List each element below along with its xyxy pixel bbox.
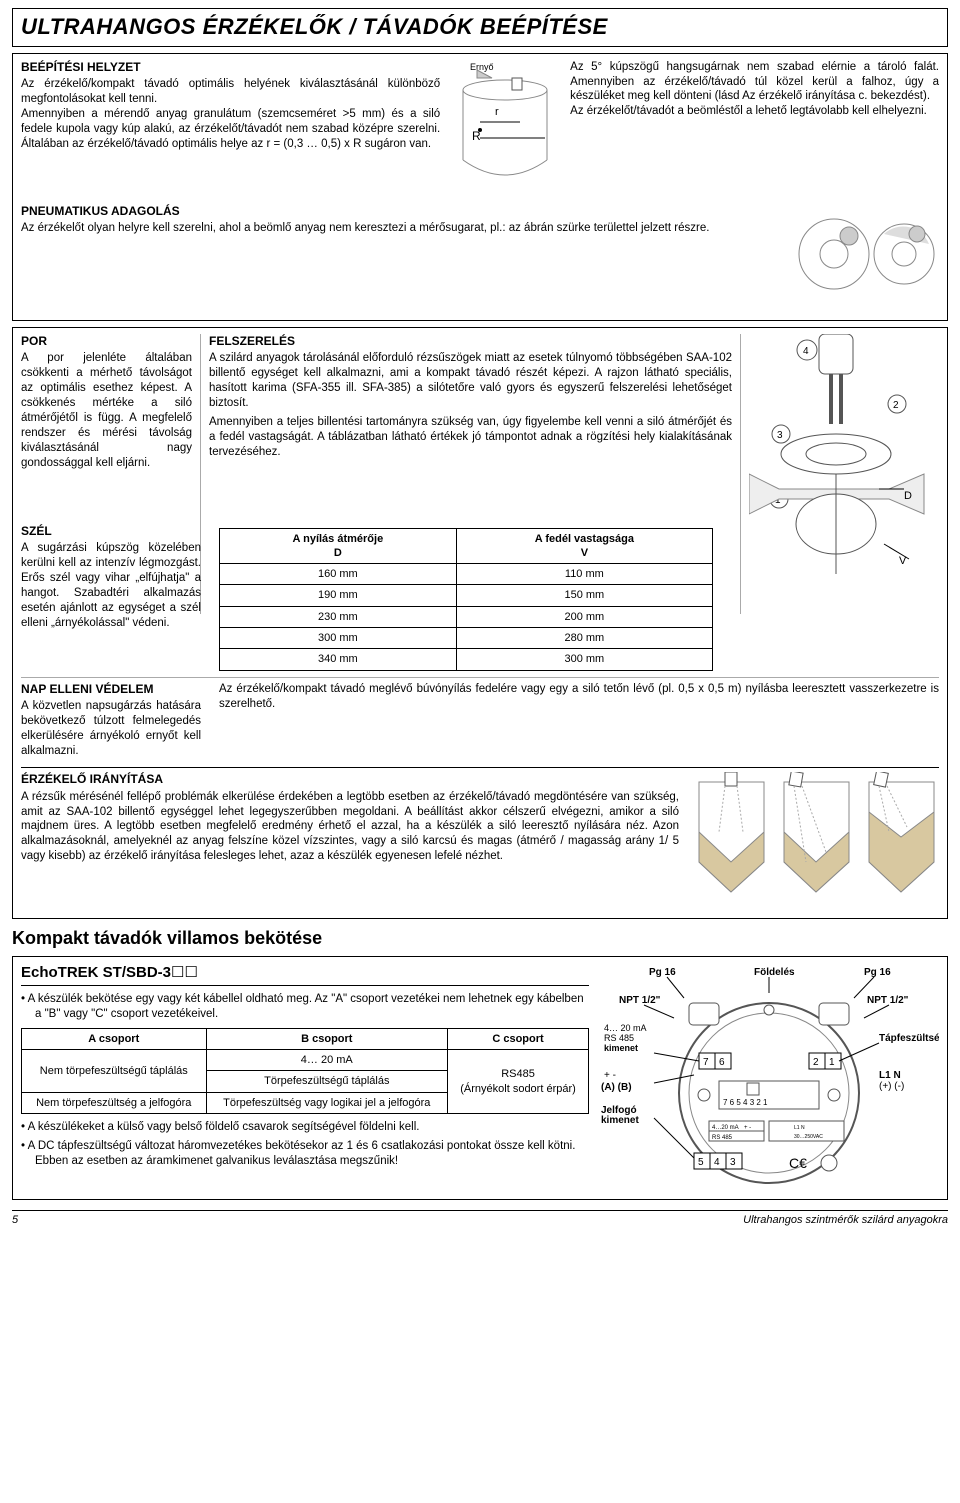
footer: 5 Ultrahangos szintmérők szilárd anyagok… (12, 1210, 948, 1227)
nap-col2: Az érzékelő/kompakt távadó meglévő búvón… (219, 682, 939, 712)
svg-text:5: 5 (698, 1157, 704, 1168)
svg-text:kimenet: kimenet (604, 1043, 638, 1053)
th-v: A fedél vastagságaV (456, 528, 712, 564)
svg-text:6: 6 (719, 1057, 725, 1068)
main-title: ULTRAHANGOS ÉRZÉKELŐK / TÁVADÓK BEÉPÍTÉS… (21, 14, 608, 39)
irany-title: ÉRZÉKELŐ IRÁNYÍTÁSA (21, 772, 679, 788)
szel-title: SZÉL (21, 524, 201, 540)
silo-diagram: Ernyő r R (450, 60, 560, 200)
svg-text:(+) (-): (+) (-) (879, 1081, 904, 1092)
th-a: A csoport (22, 1028, 207, 1049)
svg-text:+ -: + - (604, 1070, 616, 1081)
table-row: 230 mm200 mm (220, 606, 713, 627)
felsz-title: FELSZERELÉS (209, 334, 732, 350)
svg-text:7: 7 (703, 1057, 709, 1068)
group-table: A csoport B csoport C csoport Nem törpef… (21, 1028, 589, 1114)
diag-r-label: r (495, 106, 499, 118)
svg-text:Tápfeszültség: Tápfeszültség (879, 1033, 939, 1044)
footer-page: 5 (12, 1213, 18, 1227)
por-title: POR (21, 334, 192, 350)
kompakt-title: Kompakt távadók villamos bekötése (12, 927, 948, 950)
table-row: Nem törpefeszültségű táplálás 4… 20 mA R… (22, 1050, 589, 1071)
table-row: 340 mm300 mm (220, 649, 713, 670)
felsz-body2: Amennyiben a teljes billentési tartomány… (209, 415, 732, 460)
svg-text:30…250VAC: 30…250VAC (794, 1134, 823, 1140)
diag-ernyo: Ernyő (470, 62, 494, 72)
svg-text:3: 3 (777, 430, 783, 441)
svg-text:NPT 1/2": NPT 1/2" (867, 995, 909, 1006)
beepitesi-box: BEÉPÍTÉSI HELYZET Az érzékelő/kompakt tá… (12, 53, 948, 321)
svg-text:NPT 1/2": NPT 1/2" (619, 995, 661, 1006)
sec1-title: BEÉPÍTÉSI HELYZET (21, 60, 440, 76)
svg-text:2: 2 (893, 400, 899, 411)
echo-title: EchoTREK ST/SBD-3☐☐ (21, 963, 589, 986)
irany-body: A rézsűk mérésénél fellépő problémák elk… (21, 790, 679, 865)
por-felsz-box: POR A por jelenléte általában csökkenti … (12, 327, 948, 919)
main-title-box: ULTRAHANGOS ÉRZÉKELŐK / TÁVADÓK BEÉPÍTÉS… (12, 8, 948, 47)
svg-text:+ -: + - (744, 1125, 751, 1131)
sec1-col2: Az 5° kúpszögű hangsugárnak nem szabad e… (570, 60, 939, 120)
pneum-title: PNEUMATIKUS ADAGOLÁS (21, 204, 779, 220)
nap-col1: A közvetlen napsugárzás hatására bekövet… (21, 699, 201, 759)
svg-text:RS 485: RS 485 (712, 1135, 733, 1141)
por-body: A por jelenléte általában csökkenti a mé… (21, 351, 192, 471)
pneum-body: Az érzékelőt olyan helyre kell szerelni,… (21, 221, 779, 236)
svg-text:4…20 mA: 4…20 mA (712, 1125, 739, 1131)
svg-text:L1 N: L1 N (879, 1070, 901, 1081)
svg-text:L1 N: L1 N (794, 1125, 805, 1131)
echo-b3: A DC tápfeszültségű változat háromvezeté… (21, 1139, 589, 1169)
szel-body: A sugárzási kúpszög közelében kerülni ke… (21, 541, 201, 631)
svg-text:4: 4 (803, 346, 809, 357)
nap-title: NAP ELLENI VÉDELEM (21, 682, 201, 698)
svg-text:4: 4 (714, 1157, 720, 1168)
svg-text:kimenet: kimenet (601, 1115, 639, 1126)
svg-text:Pg 16: Pg 16 (864, 967, 891, 978)
svg-text:C€: C€ (789, 1155, 807, 1171)
orientation-diagram (689, 772, 939, 912)
svg-text:4… 20 mA: 4… 20 mA (604, 1023, 647, 1033)
th-b: B csoport (206, 1028, 448, 1049)
svg-text:3: 3 (730, 1157, 736, 1168)
wiring-diagram: Pg 16 Földelés Pg 16 NPT 1/2" NPT 1/2" 4… (599, 963, 939, 1193)
felsz-body1: A szilárd anyagok tárolásánál előforduló… (209, 351, 732, 411)
echo-b1: A készülék bekötése egy vagy két kábelle… (21, 992, 589, 1022)
echo-b2: A készülékeket a külső vagy belső földel… (21, 1120, 589, 1135)
th-c: C csoport (448, 1028, 589, 1049)
svg-text:2: 2 (813, 1057, 819, 1068)
table-row: 160 mm110 mm (220, 564, 713, 585)
svg-text:(A) (B): (A) (B) (601, 1082, 632, 1093)
svg-text:Földelés: Földelés (754, 967, 795, 978)
pneum-diagram (789, 204, 939, 314)
table-row: 300 mm280 mm (220, 628, 713, 649)
flange-table: A nyílás átmérőjeD A fedél vastagságaV 1… (219, 528, 713, 671)
table-row: 190 mm150 mm (220, 585, 713, 606)
svg-text:1: 1 (829, 1057, 835, 1068)
svg-text:D: D (904, 490, 912, 502)
footer-label: Ultrahangos szintmérők szilárd anyagokra (743, 1213, 948, 1227)
sec1-col1: Az érzékelő/kompakt távadó optimális hel… (21, 77, 440, 152)
echo-box: EchoTREK ST/SBD-3☐☐ A készülék bekötése … (12, 956, 948, 1200)
svg-text:7 6 5 4 3 2 1: 7 6 5 4 3 2 1 (723, 1098, 768, 1107)
svg-text:RS 485: RS 485 (604, 1033, 634, 1043)
th-d: A nyílás átmérőjeD (220, 528, 457, 564)
svg-text:Pg 16: Pg 16 (649, 967, 676, 978)
